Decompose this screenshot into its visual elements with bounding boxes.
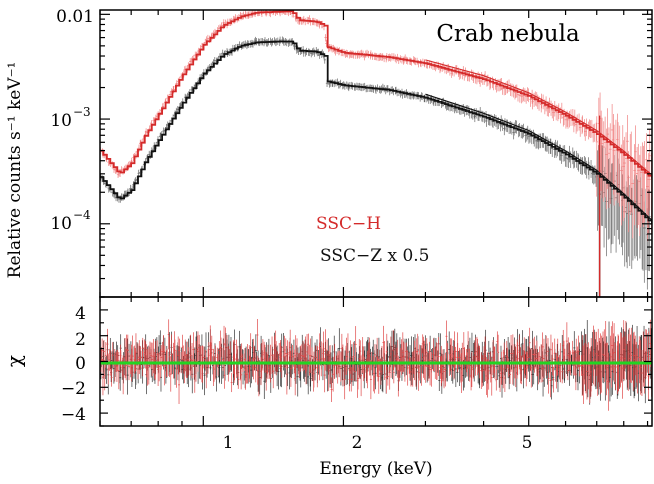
residual-y-tick-minus4: −4 <box>61 405 86 425</box>
legend-label-ssc-z: SSC−Z x 0.5 <box>320 246 430 266</box>
svg-text:−3: −3 <box>73 105 91 119</box>
svg-text:−4: −4 <box>73 208 91 222</box>
y-tick-label-0.01: 0.01 <box>56 7 94 27</box>
axis-ticks <box>99 10 652 427</box>
spectrum-model-lines <box>100 10 652 224</box>
residual-y-tick-4: 4 <box>75 304 86 324</box>
residual-y-axis-label: χ <box>2 355 26 367</box>
y-axis-label: Relative counts s⁻¹ keV⁻¹ <box>5 62 25 279</box>
title-backdrop <box>428 18 586 48</box>
x-tick-label-5: 5 <box>522 433 533 453</box>
residual-y-tick-minus2: −2 <box>61 379 86 399</box>
residual-data-points <box>100 318 652 411</box>
residual-points-ssc-h <box>100 318 652 411</box>
svg-text:10: 10 <box>50 214 72 234</box>
residual-y-tick-0: 0 <box>75 354 86 374</box>
y-tick-label-1e-4: 10 −4 <box>50 208 91 234</box>
residual-y-tick-2: 2 <box>75 330 86 350</box>
chart-title: Crab nebula <box>436 21 580 47</box>
x-tick-label-1: 1 <box>223 433 234 453</box>
x-tick-label-2: 2 <box>352 433 363 453</box>
model-line-ssc-z <box>100 40 652 224</box>
model-line-upper-ssc-h <box>425 59 652 176</box>
x-axis-label: Energy (keV) <box>319 459 432 479</box>
model-line-upper-ssc-z <box>425 93 652 221</box>
svg-text:10: 10 <box>50 111 72 131</box>
model-line-ssc-h <box>100 10 652 179</box>
legend-label-ssc-h: SSC−H <box>316 214 381 234</box>
y-tick-label-1e-3: 10 −3 <box>50 105 90 131</box>
